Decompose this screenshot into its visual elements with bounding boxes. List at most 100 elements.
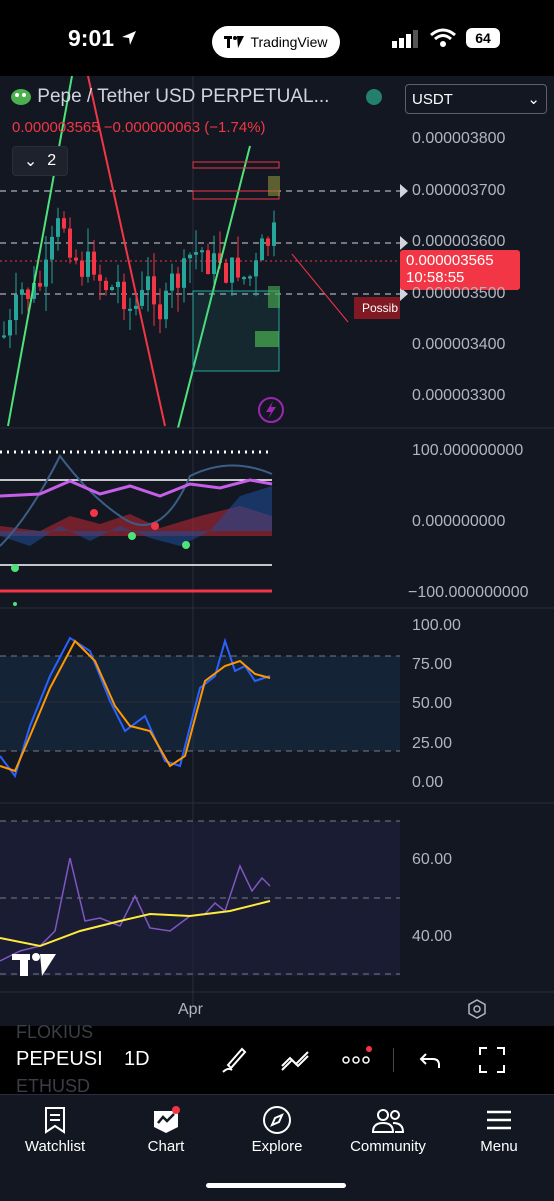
price-axis-label: 0.000003700 xyxy=(412,182,506,199)
candle-body xyxy=(194,252,198,255)
rsi-axis-label: 50.00 xyxy=(412,695,453,712)
tab-label: Community xyxy=(350,1138,426,1155)
candle-body xyxy=(116,281,120,288)
tab-watchlist[interactable]: Watchlist xyxy=(0,1102,110,1155)
candle-body xyxy=(254,260,258,277)
bookmark-icon xyxy=(45,1107,65,1134)
oscillator-axis-label: −100.000000000 xyxy=(408,584,529,601)
location-arrow-icon xyxy=(122,31,136,45)
candle-body xyxy=(26,289,30,299)
candle-body xyxy=(260,238,264,261)
candle-body xyxy=(86,251,90,277)
chevron-down-icon: ⌄ xyxy=(23,153,38,170)
price-axis-label: 0.000003500 xyxy=(412,285,506,302)
tab-label: Menu xyxy=(480,1138,518,1155)
rsi-axis-label: 75.00 xyxy=(412,656,453,673)
candle-body xyxy=(164,290,168,320)
candle-body xyxy=(152,276,156,305)
candle-body xyxy=(158,304,162,320)
indicator-count: 2 xyxy=(47,152,57,169)
rsi-axis-label: 0.00 xyxy=(412,774,444,791)
symbol-title-text: Pepe / Tether USD PERPETUAL... xyxy=(37,86,330,107)
chart-toolbar xyxy=(0,1026,554,1094)
candle-body xyxy=(104,280,108,291)
compass-icon xyxy=(263,1106,291,1134)
candle-body xyxy=(32,282,36,299)
symbol-title[interactable]: Pepe / Tether USD PERPETUAL... xyxy=(10,86,329,108)
oscillator-axis-label: 0.000000000 xyxy=(412,513,506,530)
candle-body xyxy=(134,305,138,309)
price-axis-label: 0.000003300 xyxy=(412,387,506,404)
candle-body xyxy=(14,294,18,321)
tab-label: Watchlist xyxy=(24,1138,86,1155)
tab-explore[interactable]: Explore xyxy=(222,1102,332,1155)
candle-body xyxy=(122,281,126,310)
candle-body xyxy=(20,289,24,295)
settings-hexagon-icon[interactable] xyxy=(466,998,488,1020)
candle-body xyxy=(50,236,54,260)
last-price-value: 0.000003565 xyxy=(406,252,494,269)
app-pill-label: TradingView xyxy=(250,34,328,50)
candle-body xyxy=(128,308,132,311)
currency-select-value: USDT xyxy=(412,90,453,108)
undo-icon[interactable] xyxy=(418,1048,442,1072)
pepe-logo-icon xyxy=(11,89,31,105)
price-axis-label: 0.000003800 xyxy=(412,130,506,147)
candle-body xyxy=(80,260,84,277)
candle-body xyxy=(98,274,102,281)
trend-tools-icon[interactable] xyxy=(280,1046,310,1072)
indicator-axis-label: 60.00 xyxy=(412,851,453,868)
indicator-axis-label: 40.00 xyxy=(412,928,453,945)
indicator-collapse-button[interactable]: ⌄ 2 xyxy=(12,146,68,176)
wifi-icon xyxy=(430,28,456,47)
candle-body xyxy=(56,218,60,237)
candle-body xyxy=(2,335,6,338)
tradingview-logo-icon xyxy=(224,36,245,48)
interval-selector[interactable]: 1D xyxy=(124,1048,150,1070)
more-options-icon[interactable] xyxy=(342,1044,374,1072)
price-axis-label: 0.000003600 xyxy=(412,233,506,250)
tab-chart[interactable]: Chart xyxy=(111,1102,221,1155)
app-pill[interactable]: TradingView xyxy=(212,26,340,58)
tab-label: Explore xyxy=(251,1138,303,1155)
price-axis-label: 0.000003400 xyxy=(412,336,506,353)
tab-label: Chart xyxy=(147,1138,185,1155)
oscillator-axis-label: 100.000000000 xyxy=(412,442,524,459)
candle-body xyxy=(38,282,42,287)
candle-body xyxy=(200,250,204,253)
drawing-annotation-label[interactable]: Possib xyxy=(354,297,400,319)
candle-body xyxy=(44,259,48,287)
candle-body xyxy=(212,253,216,275)
candle-body xyxy=(230,257,234,283)
candle-body xyxy=(224,262,228,283)
candle-body xyxy=(248,276,252,279)
tv-watermark xyxy=(12,953,56,976)
candle-body xyxy=(176,273,180,288)
menu-icon xyxy=(487,1110,511,1130)
tab-community[interactable]: Community xyxy=(333,1102,443,1155)
draw-brush-icon[interactable] xyxy=(220,1045,248,1075)
currency-select[interactable]: USDT ⌄ xyxy=(405,84,547,114)
candle-body xyxy=(218,253,222,263)
symbol-selector[interactable]: PEPEUSI xyxy=(16,1048,103,1070)
rsi-axis-label: 25.00 xyxy=(412,735,453,752)
candle-body xyxy=(68,228,72,258)
candle-body xyxy=(8,320,12,336)
candle-body xyxy=(92,251,96,275)
candle-body xyxy=(62,218,66,229)
time-axis-label: Apr xyxy=(178,1001,203,1018)
candle-body xyxy=(110,287,114,291)
price-change: 0.000003565 −0.000000063 (−1.74%) xyxy=(12,119,266,136)
rsi-axis-label: 100.00 xyxy=(412,617,461,634)
fullscreen-icon[interactable] xyxy=(478,1046,506,1074)
chart-icon xyxy=(154,1106,180,1133)
candle-body xyxy=(146,276,150,291)
bar-countdown: 10:58:55 xyxy=(406,269,465,286)
tab-menu[interactable]: Menu xyxy=(444,1102,554,1155)
market-status-dot xyxy=(366,89,382,105)
home-indicator xyxy=(206,1183,346,1188)
candle-body xyxy=(74,257,78,261)
community-icon xyxy=(371,1109,405,1133)
toolbar-divider xyxy=(393,1048,394,1072)
candle-body xyxy=(188,254,192,259)
